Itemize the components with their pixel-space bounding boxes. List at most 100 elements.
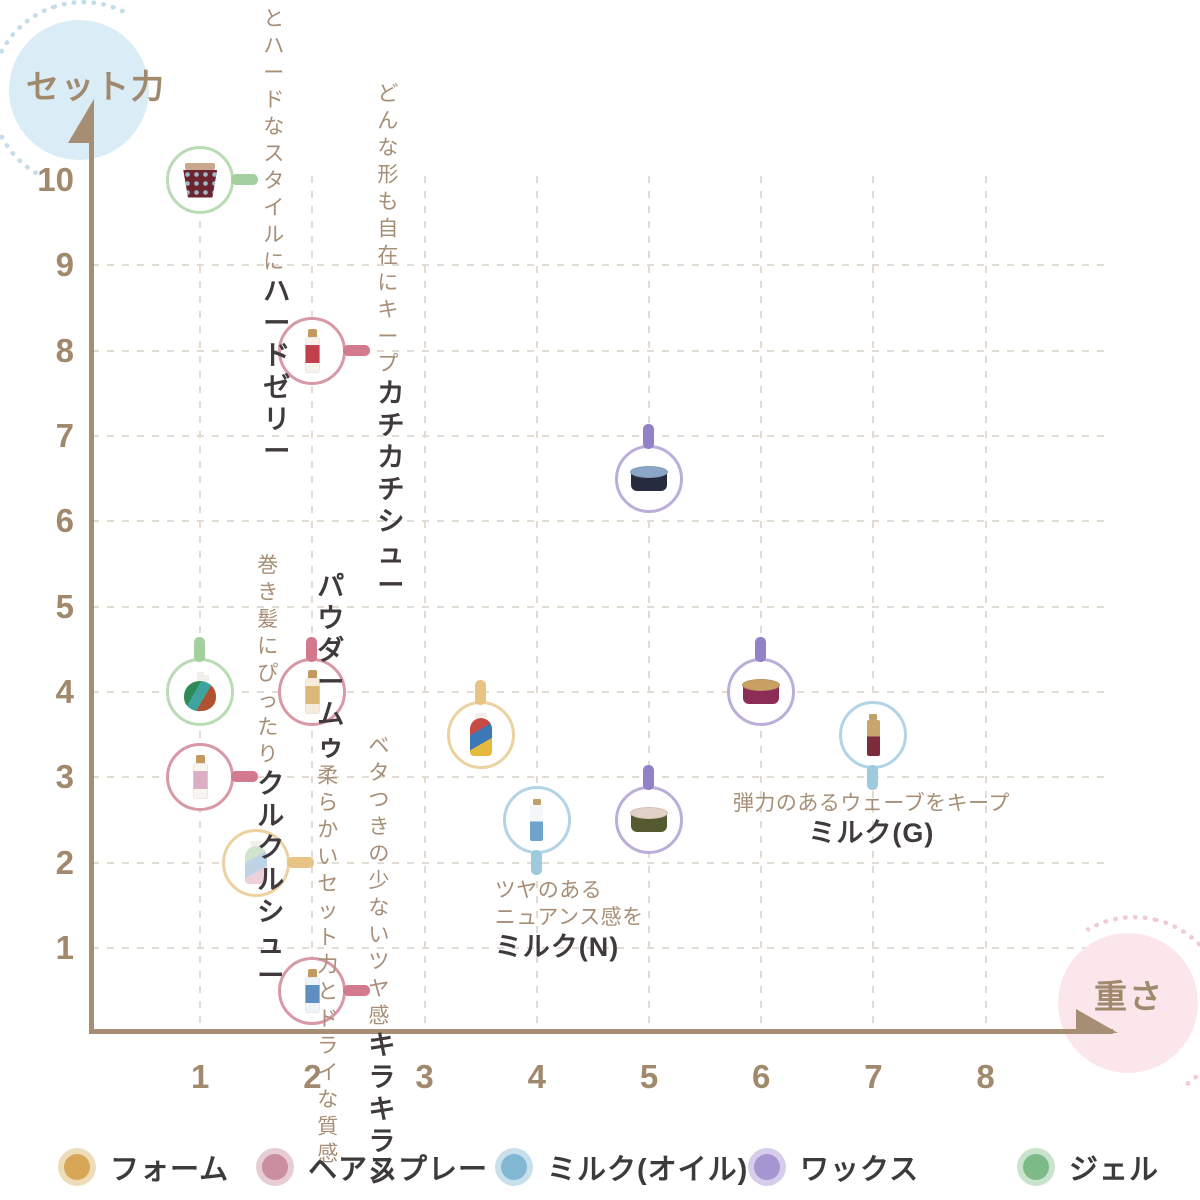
legend-dot-inner xyxy=(1023,1154,1049,1180)
x-tick-label: 4 xyxy=(527,1058,546,1095)
y-tick-label: 8 xyxy=(55,331,74,369)
legend-item-milk: ミルク(オイル) xyxy=(495,1147,748,1187)
product-tagline: ドライな質感 xyxy=(317,1007,339,1166)
spray-icon xyxy=(304,336,320,373)
gridline-vertical xyxy=(648,176,650,1030)
label-connector xyxy=(867,764,879,790)
tube-icon xyxy=(866,719,880,756)
y-axis-arrow-icon xyxy=(68,99,94,143)
x-tick-label: 8 xyxy=(976,1058,995,1095)
gridline-horizontal xyxy=(92,690,1112,693)
legend-dot-inner xyxy=(262,1154,288,1180)
product-label: ツヤのある ニュアンス感を ミルク(N) xyxy=(495,877,644,963)
gridline-vertical xyxy=(535,176,538,1030)
pump-icon xyxy=(196,672,204,682)
product-photo-kirakira-shoe xyxy=(304,968,320,1013)
product-photo-wave-jule xyxy=(184,672,217,712)
product-photo-milk-g xyxy=(866,713,880,756)
pump-icon xyxy=(184,681,217,712)
legend-dot-milk-icon xyxy=(495,1148,533,1186)
gridline-horizontal xyxy=(92,776,1112,779)
product-image-circle xyxy=(446,700,515,769)
x-axis-title: 重さ xyxy=(1094,978,1164,1015)
product-photo-wax-6-5 xyxy=(630,466,668,492)
x-tick-label: 1 xyxy=(191,1058,210,1095)
x-tick-label: 3 xyxy=(415,1058,434,1095)
gridline-vertical xyxy=(423,176,426,1030)
product-photo-kurukuru-shoe xyxy=(192,755,208,800)
product-photo-fuwafuwa-shoe xyxy=(304,669,320,714)
mousse-icon xyxy=(474,713,487,719)
mousse-icon xyxy=(245,846,268,885)
label-connector xyxy=(287,856,315,868)
tin-icon xyxy=(630,466,668,479)
tube-icon xyxy=(869,713,878,720)
product-image-circle xyxy=(166,743,235,812)
gridline-horizontal xyxy=(92,605,1112,608)
tin-icon xyxy=(630,807,668,820)
product-name: ハードゼリー xyxy=(263,276,292,467)
product-image-circle xyxy=(166,657,235,726)
legend-item-gel: ジェル xyxy=(1017,1147,1159,1187)
tin-icon xyxy=(631,814,667,833)
y-tick-label: 10 xyxy=(37,161,74,198)
spray-icon xyxy=(195,755,205,764)
product-tagline: どんな形も xyxy=(377,82,399,214)
gridline-horizontal xyxy=(92,861,1112,864)
legend-dot-foam-icon xyxy=(58,1148,96,1186)
spray-icon xyxy=(307,328,317,337)
product-label: パウダームゥ 柔らかいセット力と ドライな質感 xyxy=(317,570,345,1167)
label-connector xyxy=(530,849,542,875)
product-image-circle xyxy=(615,444,683,513)
legend-dot-inner xyxy=(754,1154,780,1180)
gridline-vertical xyxy=(311,176,314,1030)
tin-icon xyxy=(742,679,781,692)
product-image-circle xyxy=(502,785,571,854)
product-label: どんな形も 自在にキープ カチカチシュー xyxy=(377,80,405,601)
label-connector xyxy=(755,636,767,662)
product-photo-wax-4-0 xyxy=(742,679,781,705)
gridline-horizontal xyxy=(92,349,1112,352)
product-image-circle xyxy=(278,956,347,1025)
y-tick-label: 5 xyxy=(55,587,74,625)
product-tagline: 巻き髪にぴったり xyxy=(257,554,279,767)
legend-label: ワックス xyxy=(800,1154,920,1186)
y-axis-title: セット力 xyxy=(26,68,166,105)
product-tagline: ツヤのある xyxy=(494,878,603,902)
y-tick-label: 7 xyxy=(55,416,74,454)
x-tick-label: 7 xyxy=(864,1058,883,1095)
product-label: 巻き髪にぴったり クルクルシュー xyxy=(257,552,285,992)
product-tagline: 弾力のあるウェーブをキープ xyxy=(732,791,1010,815)
label-connector xyxy=(231,771,259,783)
product-photo-milk-n xyxy=(530,798,544,841)
product-image-circle xyxy=(839,700,908,769)
legend-item-foam: フォーム xyxy=(58,1147,229,1187)
product-name: キラキラシュー xyxy=(368,1030,397,1200)
legend-label: ミルク(オイル) xyxy=(547,1154,749,1186)
product-photo-hard-jelly xyxy=(183,162,218,198)
gridline-horizontal xyxy=(92,264,1112,267)
label-connector xyxy=(343,984,371,996)
gridline-vertical xyxy=(199,176,202,1030)
x-tick-label: 2 xyxy=(303,1058,322,1095)
product-name: カチカチシュー xyxy=(377,378,406,601)
legend-dot-gel-icon xyxy=(1017,1148,1055,1186)
y-tick-label: 2 xyxy=(55,843,74,881)
gridline-horizontal xyxy=(92,520,1112,523)
product-name: ミルク(N) xyxy=(494,931,620,962)
product-photo-kachikachi-shoe xyxy=(304,328,320,373)
legend-dot-wax-icon xyxy=(748,1148,786,1186)
y-tick-label: 1 xyxy=(55,928,74,966)
jar-icon xyxy=(183,169,218,198)
y-tick-label: 4 xyxy=(55,672,74,710)
product-image-circle xyxy=(166,146,235,214)
product-tagline: 柔らかいセット力と xyxy=(317,764,339,1004)
gridline-vertical xyxy=(984,176,987,1030)
legend-label: ヘアスプレー xyxy=(308,1154,489,1186)
product-photo-wax-2-5 xyxy=(630,807,668,833)
product-name: クルクルシュー xyxy=(257,769,286,992)
product-image-circle xyxy=(278,316,347,385)
jar-icon xyxy=(185,162,216,170)
product-label: ベタつきの少ないツヤ感キラキラシュー xyxy=(368,732,396,1200)
mousse-icon xyxy=(250,841,263,847)
